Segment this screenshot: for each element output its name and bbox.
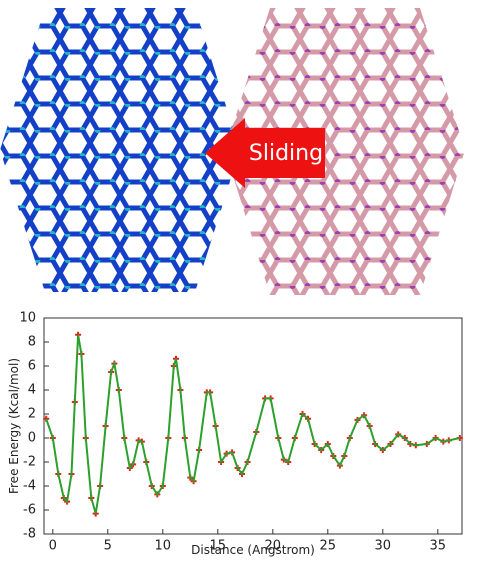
arrow-label: Sliding	[249, 141, 323, 166]
x-tick-label: 10	[155, 539, 172, 554]
y-tick-label: 10	[19, 311, 36, 326]
x-tick-label: 0	[49, 539, 57, 554]
pink-lattice	[225, 8, 465, 295]
x-tick-label: 35	[430, 539, 447, 554]
y-tick-label: 2	[28, 407, 36, 422]
x-tick-label: 30	[375, 539, 392, 554]
y-tick-label: 0	[28, 431, 36, 446]
y-tick-label: 4	[28, 383, 36, 398]
x-axis-label: Distance (Angstrom)	[191, 543, 315, 557]
y-tick-label: -4	[23, 479, 36, 494]
x-tick-label: 5	[104, 539, 112, 554]
y-axis-label: Free Energy (Kcal/mol)	[7, 358, 21, 494]
x-tick-label: 20	[265, 539, 282, 554]
line	[45, 334, 461, 514]
y-tick-label: 8	[28, 335, 36, 350]
y-tick-label: -6	[23, 503, 36, 518]
y-tick-label: -8	[23, 527, 36, 542]
x-tick-label: 25	[320, 539, 337, 554]
y-tick-label: 6	[28, 359, 36, 374]
plot-frame	[43, 317, 463, 535]
y-tick-label: -2	[23, 455, 36, 470]
blue-lattice	[0, 8, 240, 292]
arrow	[205, 118, 325, 188]
x-tick-label: 15	[210, 539, 227, 554]
